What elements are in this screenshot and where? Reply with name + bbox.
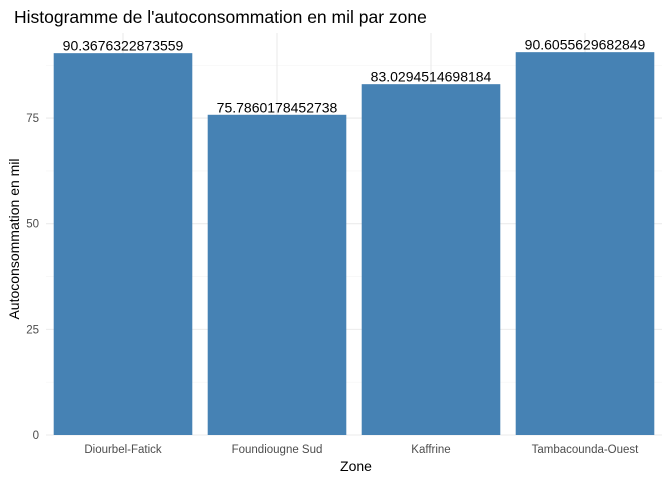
x-axis-title: Zone <box>340 458 372 474</box>
x-tick-label: Foundiougne Sud <box>232 444 323 456</box>
bar-kaffrine <box>361 84 501 436</box>
bar-foundiougne-sud <box>207 114 347 435</box>
y-tick-label: 75 <box>26 113 39 125</box>
bar-value-labels: 90.3676322873559 75.7860178452738 83.02945… <box>63 37 646 116</box>
x-tick-label: Kaffrine <box>411 444 450 456</box>
y-tick-label: 25 <box>26 324 39 336</box>
bar-diourbel-fatick <box>53 53 193 436</box>
bar-value-label: 83.0294514698184 <box>371 69 492 85</box>
bar-tambacounda-ouest <box>515 52 655 435</box>
y-tick-label: 50 <box>26 219 39 231</box>
x-axis-ticks: Diourbel-Fatick Foundiougne Sud Kaffrine Ta… <box>84 444 639 456</box>
x-tick-label: Tambacounda-Ouest <box>532 444 640 456</box>
y-axis-ticks: 0 25 50 75 <box>26 113 39 442</box>
bar-value-label: 90.6055629682849 <box>525 37 646 53</box>
x-tick-label: Diourbel-Fatick <box>84 444 162 456</box>
chart-title: Histogramme de l'autoconsommation en mil… <box>14 7 427 27</box>
bar-value-label: 75.7860178452738 <box>217 99 338 115</box>
y-tick-label: 0 <box>33 430 39 442</box>
bars <box>53 52 655 436</box>
bar-value-label: 90.3676322873559 <box>63 38 184 54</box>
y-axis-title: Autoconsommation en mil <box>6 158 22 319</box>
